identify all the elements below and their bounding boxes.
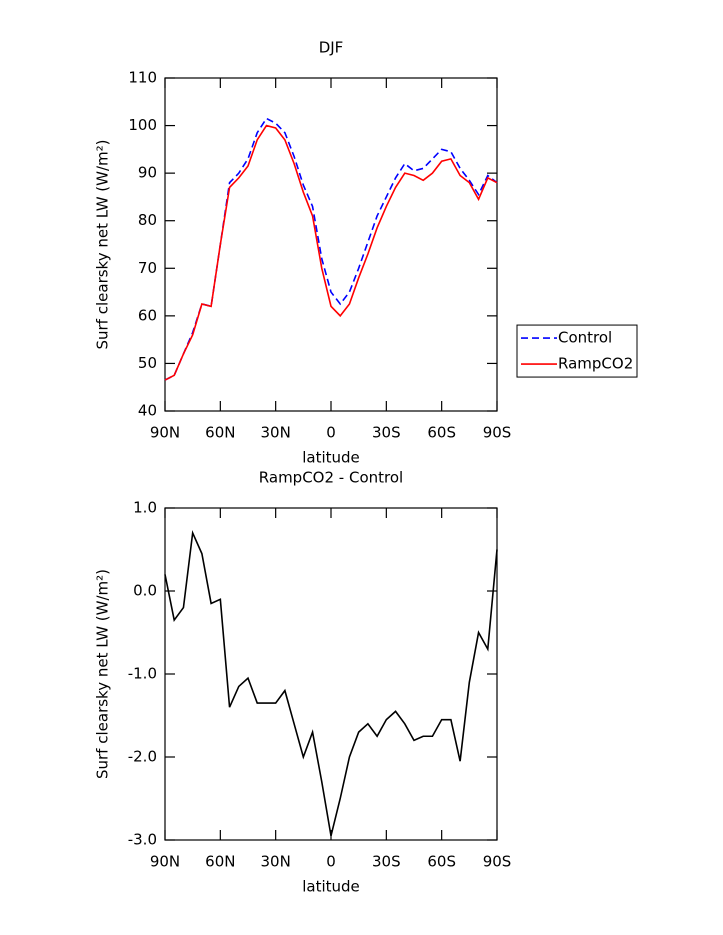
y-tick-label: 60 xyxy=(138,306,157,324)
x-tick-label: 60S xyxy=(427,424,456,442)
y-axis-label: Surf clearsky net LW (W/m²) xyxy=(94,569,112,779)
x-tick-label: 90S xyxy=(483,424,512,442)
plot-frame xyxy=(164,507,498,841)
x-tick-label: 90N xyxy=(150,424,180,442)
y-axis-label: Surf clearsky net LW (W/m²) xyxy=(94,139,112,349)
data-line xyxy=(164,124,498,381)
x-tick-label: 60N xyxy=(205,853,235,871)
y-tick-label: 80 xyxy=(138,211,157,229)
y-tick-label: 110 xyxy=(128,69,157,87)
x-tick-label: 30N xyxy=(261,853,291,871)
legend-box xyxy=(516,324,638,378)
y-tick-label: 90 xyxy=(138,164,157,182)
data-line xyxy=(164,529,498,837)
x-tick-label: 90S xyxy=(483,853,512,871)
x-axis-label: latitude xyxy=(302,878,360,896)
legend-label: RampCO2 xyxy=(558,355,633,373)
x-tick-label: 60N xyxy=(205,424,235,442)
y-tick-label: -3.0 xyxy=(128,831,157,849)
y-tick-label: 1.0 xyxy=(133,499,157,517)
y-tick-label: -2.0 xyxy=(128,748,157,766)
plot-frame xyxy=(164,77,498,412)
x-tick-label: 30S xyxy=(372,424,401,442)
x-axis-label: latitude xyxy=(302,449,360,467)
legend-label: Control xyxy=(558,329,612,347)
x-tick-label: 0 xyxy=(326,424,336,442)
y-tick-label: 0.0 xyxy=(133,582,157,600)
chart-title: RampCO2 - Control xyxy=(259,469,403,487)
x-tick-label: 30S xyxy=(372,853,401,871)
chart-title: DJF xyxy=(319,39,344,57)
y-tick-label: -1.0 xyxy=(128,665,157,683)
x-tick-label: 0 xyxy=(326,853,336,871)
x-tick-label: 30N xyxy=(261,424,291,442)
x-tick-label: 90N xyxy=(150,853,180,871)
y-tick-label: 40 xyxy=(138,402,157,420)
y-tick-label: 70 xyxy=(138,259,157,277)
x-tick-label: 60S xyxy=(427,853,456,871)
data-line xyxy=(164,117,498,381)
y-tick-label: 100 xyxy=(128,116,157,134)
y-tick-label: 50 xyxy=(138,354,157,372)
